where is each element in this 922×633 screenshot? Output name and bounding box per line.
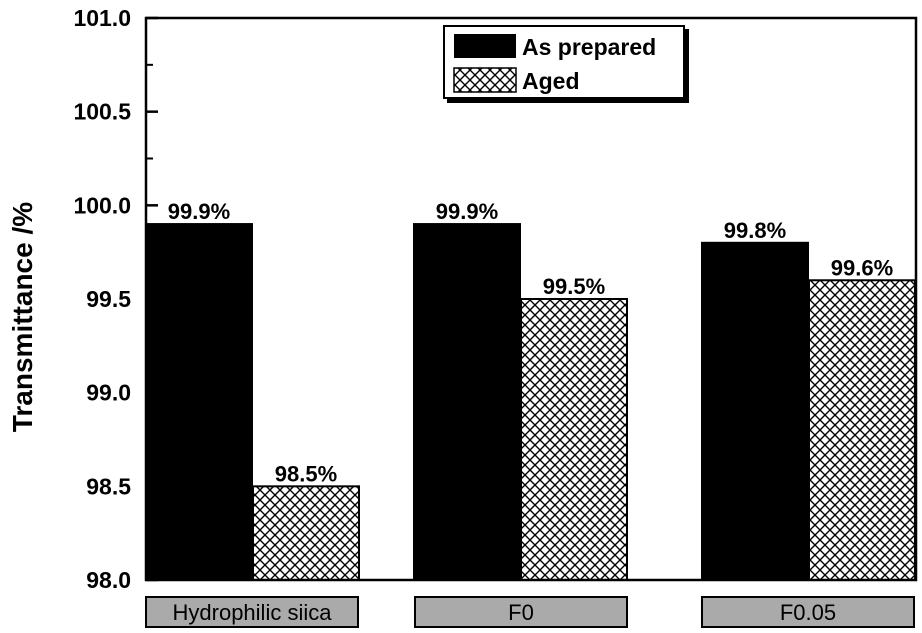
- y-tick-label: 101.0: [73, 5, 131, 31]
- y-tick-label: 100.0: [73, 192, 131, 218]
- category-labels: Hydrophilic siica F0 F0.05: [145, 596, 915, 628]
- plot-frame: [144, 16, 918, 582]
- data-label-aged-0: 98.5%: [275, 461, 337, 486]
- y-axis-title: Transmittance /%: [7, 202, 38, 432]
- y-tick-label: 98.5: [86, 473, 131, 499]
- y-tick-labels: 98.0 98.5 99.0 99.5 100.0 100.5 101.0: [73, 5, 131, 593]
- category-box-1: [414, 596, 628, 628]
- data-label-as-prepared-0: 99.9%: [168, 199, 230, 224]
- legend-label-as-prepared: As prepared: [522, 34, 656, 60]
- bar-aged-1: [520, 298, 628, 581]
- bar-as-prepared-1: [413, 223, 521, 581]
- bar-as-prepared-0: [145, 223, 253, 581]
- category-box-0: [145, 596, 359, 628]
- bar-aged-0: [252, 485, 360, 582]
- category-box-2: [701, 596, 915, 628]
- legend-swatch-aged: [453, 67, 517, 93]
- legend: As prepared Aged: [443, 25, 685, 99]
- category-label-2: F0.05: [780, 600, 836, 625]
- bar-aged-2: [808, 279, 916, 581]
- bars: [145, 223, 916, 582]
- legend-label-aged: Aged: [522, 68, 580, 94]
- bar-as-prepared-2: [701, 241, 809, 582]
- y-tick-label: 99.0: [86, 380, 131, 406]
- data-label-aged-2: 99.6%: [831, 255, 893, 280]
- data-label-as-prepared-2: 99.8%: [724, 218, 786, 243]
- data-labels: 99.9% 99.9% 99.8% 98.5% 99.5% 99.6%: [168, 199, 893, 486]
- category-label-1: F0: [508, 600, 534, 625]
- y-tick-label: 98.0: [86, 567, 131, 593]
- data-label-aged-1: 99.5%: [543, 274, 605, 299]
- y-tick-label: 99.5: [86, 286, 131, 312]
- category-label-0: Hydrophilic siica: [173, 600, 333, 625]
- y-tick-label: 100.5: [73, 99, 131, 125]
- data-label-as-prepared-1: 99.9%: [436, 199, 498, 224]
- legend-swatch-as-prepared: [454, 34, 516, 58]
